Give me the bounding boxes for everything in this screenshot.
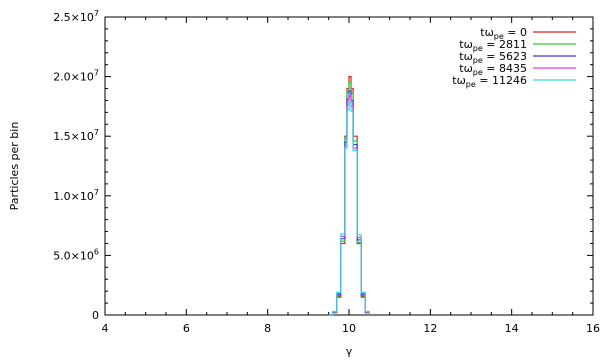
ticks-layer: 4 6 8 10 12 14 16 0 5.0×106 1.0×107 1.5×107 2.0×107…	[53, 9, 600, 335]
series-line-2	[328, 90, 370, 316]
x-tick-label: 16	[586, 322, 600, 335]
x-tick-label: 4	[102, 322, 109, 335]
y-tick-label: 0	[92, 309, 99, 322]
x-tick-label: 12	[423, 322, 437, 335]
series-line-3	[328, 96, 370, 316]
y-tick-label: 1.5×107	[53, 128, 99, 143]
y-tick-label: 2.0×107	[53, 69, 99, 84]
series-layer	[328, 76, 370, 316]
series-line-0	[328, 76, 370, 316]
y-tick-label: 1.0×107	[53, 188, 99, 203]
legend-label-2: tωpe = 5623	[459, 50, 527, 65]
x-tick-label: 14	[505, 322, 519, 335]
legend-label-0: tωpe = 0	[480, 26, 527, 41]
series-line-4	[328, 102, 370, 316]
x-tick-label: 10	[342, 322, 356, 335]
legend-label-4: tωpe = 11246	[452, 74, 527, 89]
y-tick-label: 5.0×106	[53, 247, 99, 262]
y-axis-label: Particles per bin	[8, 122, 21, 211]
x-tick-label: 8	[264, 322, 271, 335]
y-tick-label: 2.5×107	[53, 9, 99, 24]
x-axis-label: γ	[346, 345, 353, 358]
x-tick-label: 6	[183, 322, 190, 335]
legend-label-1: tωpe = 2811	[459, 38, 527, 53]
legend-label-3: tωpe = 8435	[459, 62, 527, 77]
series-line-1	[328, 81, 370, 316]
